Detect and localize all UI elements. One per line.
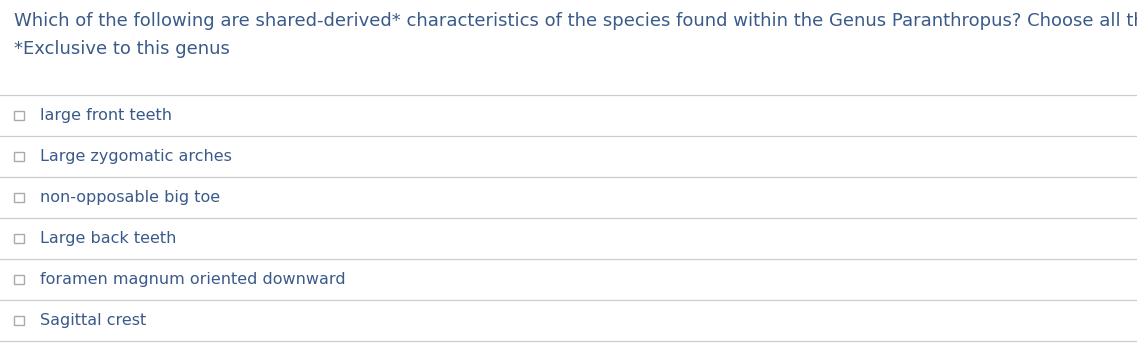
Text: Which of the following are shared-derived* characteristics of the species found : Which of the following are shared-derive…: [14, 12, 1137, 30]
FancyBboxPatch shape: [14, 111, 24, 120]
Text: Large zygomatic arches: Large zygomatic arches: [40, 149, 232, 164]
Text: Large back teeth: Large back teeth: [40, 231, 176, 246]
FancyBboxPatch shape: [14, 234, 24, 243]
Text: *Exclusive to this genus: *Exclusive to this genus: [14, 40, 230, 58]
Text: non-opposable big toe: non-opposable big toe: [40, 190, 221, 205]
FancyBboxPatch shape: [14, 316, 24, 325]
Text: foramen magnum oriented downward: foramen magnum oriented downward: [40, 272, 346, 287]
Text: large front teeth: large front teeth: [40, 108, 172, 123]
FancyBboxPatch shape: [14, 275, 24, 284]
Text: Sagittal crest: Sagittal crest: [40, 313, 147, 328]
FancyBboxPatch shape: [14, 152, 24, 161]
FancyBboxPatch shape: [14, 193, 24, 202]
